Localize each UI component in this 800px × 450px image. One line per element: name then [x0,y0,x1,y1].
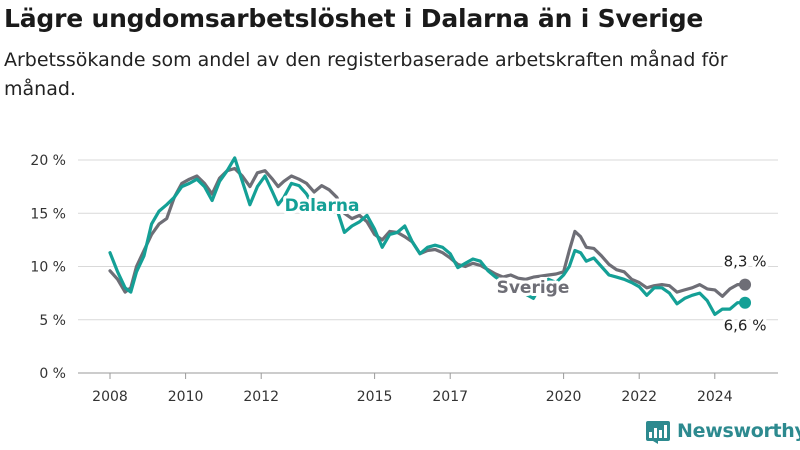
series-line-sverige [108,166,747,298]
brand-name: Newsworthy [677,420,800,442]
y-tick-label: 15 % [30,206,66,222]
x-tick-label: 2022 [621,389,657,405]
end-label-dalarna: 6,6 % [724,317,767,335]
y-tick-label: 20 % [30,153,66,169]
newsworthy-logo: Newsworthy [645,418,800,444]
x-tick-label: 2024 [697,389,733,405]
series-label-sverige: Sverige [497,278,570,298]
y-tick-label: 5 % [39,313,66,329]
newsworthy-logo-icon [646,421,670,444]
series-line-dalarna [108,156,747,316]
x-tick-label: 2012 [243,389,279,405]
x-tick-label: 2017 [432,389,468,405]
end-marker-dalarna [739,296,752,309]
chart-subtitle: Arbetssökande som andel av den registerb… [4,49,728,100]
x-tick-label: 2015 [357,389,393,405]
end-marker-sverige [739,278,752,291]
y-tick-label: 0 % [39,366,66,382]
x-tick-label: 2008 [92,389,128,405]
end-label-sverige: 8,3 % [724,253,767,271]
x-tick-label: 2010 [168,389,204,405]
series-label-dalarna: Dalarna [285,196,360,216]
x-tick-label: 2020 [546,389,582,405]
y-tick-label: 10 % [30,260,66,276]
chart-title: Lägre ungdomsarbetslöshet i Dalarna än i… [4,4,704,33]
